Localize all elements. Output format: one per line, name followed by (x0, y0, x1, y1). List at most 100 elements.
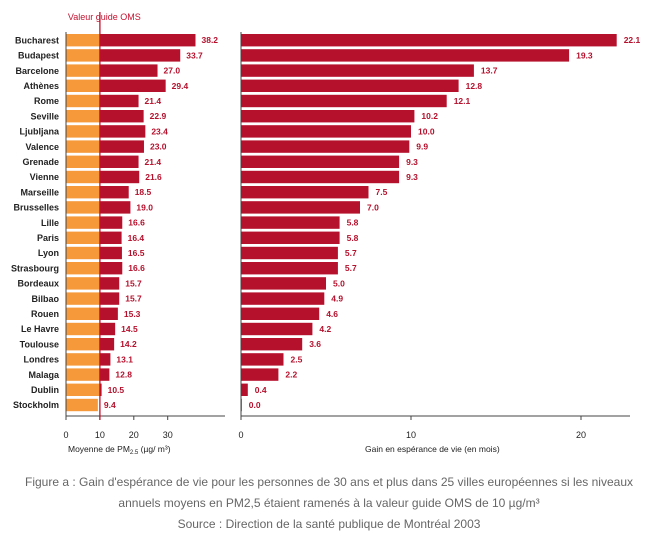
pm25-bar-above-threshold (99, 110, 144, 123)
gain-value-label: 5.8 (347, 233, 359, 243)
pm25-value-label: 21.6 (145, 172, 162, 182)
gain-value-label: 9.3 (406, 157, 418, 167)
city-label: Brusselles (13, 203, 59, 213)
pm25-bar-below-threshold (66, 94, 100, 108)
gain-bar (241, 231, 340, 244)
gain-tick-label: 10 (406, 430, 416, 440)
caption-line-2: annuels moyens en PM2,5 étaient ramenés … (118, 496, 540, 510)
pm25-bar-below-threshold (66, 398, 98, 412)
pm25-bar-below-threshold (66, 140, 100, 153)
pm25-bar-below-threshold (66, 34, 100, 47)
gain-bar (241, 216, 340, 229)
pm25-value-label: 38.2 (201, 35, 218, 45)
pm25-bar-above-threshold (99, 170, 140, 184)
pm25-value-label: 21.4 (145, 157, 162, 167)
gain-bar (241, 34, 617, 47)
pm25-value-label: 29.4 (172, 81, 189, 91)
gain-value-label: 2.5 (291, 354, 303, 364)
gain-value-label: 4.6 (326, 309, 338, 319)
gain-value-label: 19.3 (576, 50, 593, 60)
gain-value-label: 4.9 (331, 294, 343, 304)
pm25-bar-below-threshold (66, 307, 100, 320)
gain-tick-label: 20 (576, 430, 586, 440)
pm25-bar-above-threshold (99, 49, 181, 62)
caption-source: Source : Direction de la santé publique … (177, 517, 481, 531)
gain-bar (241, 155, 400, 168)
gain-bar (241, 140, 410, 153)
pm25-bar-above-threshold (99, 383, 102, 396)
gain-bars (241, 34, 617, 412)
pm25-value-label: 18.5 (135, 187, 152, 197)
city-label: Budapest (18, 51, 59, 61)
city-label: Seville (30, 111, 59, 121)
city-label: Ljubljana (19, 127, 59, 137)
city-label: Athènes (23, 81, 59, 91)
pm25-bar-above-threshold (99, 368, 110, 381)
pm25-value-label: 15.7 (125, 294, 142, 304)
gain-bar (241, 94, 447, 108)
gain-bar (241, 125, 411, 138)
pm25-axis-label: Moyenne de PM2.5 (µg/ m³) (68, 444, 171, 456)
gain-value-label: 5.7 (345, 263, 357, 273)
pm25-bar-below-threshold (66, 246, 100, 260)
pm25-value-label: 19.0 (136, 202, 153, 212)
city-label: Toulouse (20, 339, 59, 349)
pm25-value-label: 10.5 (108, 385, 125, 395)
gain-bar (241, 79, 459, 92)
gain-bar (241, 201, 360, 214)
gain-bar (241, 64, 474, 77)
gain-value-label: 5.7 (345, 248, 357, 258)
pm25-value-label: 9.4 (104, 400, 116, 410)
city-label: Rouen (31, 309, 59, 319)
pm25-bar-below-threshold (66, 383, 100, 396)
figure: Bucharest Budapest Barcelone Athènes Rome Sev… (11, 12, 641, 456)
pm25-bar-below-threshold (66, 125, 100, 138)
pm25-tick-label: 20 (129, 430, 139, 440)
pm25-value-label: 16.6 (128, 218, 145, 228)
gain-value-label: 7.5 (376, 187, 388, 197)
pm25-value-label: 22.9 (150, 111, 167, 121)
city-label: Stockholm (13, 400, 59, 410)
pm25-value-label: 15.3 (124, 309, 141, 319)
gain-axis-label: Gain en espérance de vie (en mois) (365, 444, 500, 454)
pm25-value-labels: 38.2 33.7 27.0 29.4 21.4 22.9 23.4 23.0 21.4 21.6… (104, 35, 218, 410)
pm25-ticks: 0 10 20 30 (63, 416, 173, 440)
pm25-bar-above-threshold (99, 338, 115, 351)
pm25-value-label: 12.8 (115, 370, 132, 380)
gain-bar (241, 353, 284, 366)
pm25-value-label: 23.4 (151, 126, 168, 136)
pm25-bars (66, 34, 196, 412)
gain-bar (241, 277, 326, 290)
city-label: Valence (25, 142, 59, 152)
gain-value-label: 5.8 (347, 218, 359, 228)
gain-value-label: 13.7 (481, 66, 498, 76)
gain-bar (241, 110, 415, 123)
pm25-bar-above-threshold (99, 353, 111, 366)
pm25-bar-below-threshold (66, 110, 100, 123)
pm25-bar-below-threshold (66, 216, 100, 229)
pm25-value-label: 33.7 (186, 50, 203, 60)
pm25-bar-above-threshold (99, 34, 196, 47)
pm25-bar-above-threshold (99, 125, 146, 138)
gain-value-label: 4.2 (319, 324, 331, 334)
pm25-bar-below-threshold (66, 353, 100, 366)
gain-bar (241, 338, 303, 351)
pm25-bar-below-threshold (66, 49, 100, 62)
gain-bar (241, 292, 325, 305)
gain-bar (241, 170, 400, 184)
pm25-bar-below-threshold (66, 322, 100, 336)
gain-bar (241, 49, 570, 62)
gain-bar (241, 262, 338, 275)
pm25-bar-below-threshold (66, 170, 100, 184)
gain-chart: 22.1 19.3 13.7 12.8 12.1 10.2 10.0 9.9 9.3 9.3 7.5… (238, 32, 641, 454)
pm25-value-label: 14.2 (120, 339, 137, 349)
pm25-bar-above-threshold (99, 231, 122, 244)
gain-value-label: 0.4 (255, 385, 267, 395)
gain-ticks: 0 10 20 (238, 416, 586, 440)
pm25-bar-above-threshold (99, 79, 166, 92)
city-label: Strasbourg (11, 263, 59, 273)
gain-value-labels: 22.1 19.3 13.7 12.8 12.1 10.2 10.0 9.9 9.3 9.3 7.5… (249, 35, 641, 410)
pm25-bar-below-threshold (66, 338, 100, 351)
pm25-bar-below-threshold (66, 231, 100, 244)
pm25-bar-below-threshold (66, 262, 100, 275)
